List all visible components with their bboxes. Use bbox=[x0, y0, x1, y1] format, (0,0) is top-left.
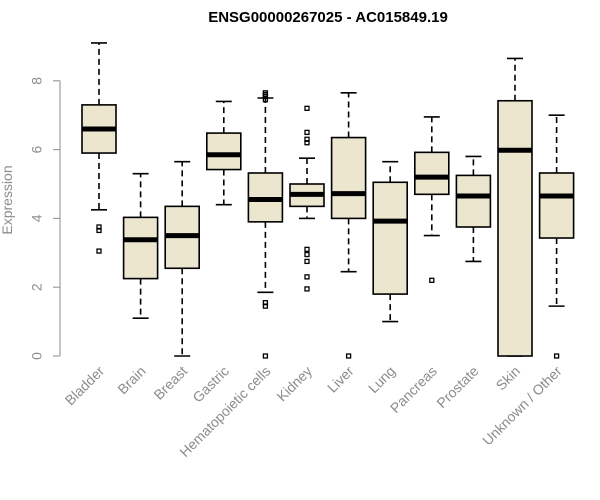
box-skin bbox=[497, 57, 533, 357]
iqr-box bbox=[122, 216, 159, 280]
outlier-point bbox=[345, 353, 352, 359]
outlier-point bbox=[262, 303, 269, 309]
y-axis: 0 2 4 6 8 bbox=[29, 77, 61, 360]
y-tick-label: 4 bbox=[29, 214, 45, 222]
x-tick-label: Liver bbox=[324, 363, 357, 396]
x-tick-label: Lung bbox=[365, 363, 398, 396]
outlier-point bbox=[96, 227, 102, 234]
box-prostate bbox=[455, 155, 492, 263]
iqr-box bbox=[497, 99, 533, 357]
outlier-point bbox=[304, 105, 310, 111]
x-tick-label: Prostate bbox=[433, 363, 481, 411]
y-tick-label: 2 bbox=[29, 283, 45, 291]
x-tick-label: Brain bbox=[114, 363, 148, 397]
iqr-box bbox=[413, 151, 450, 196]
box-liver bbox=[330, 92, 367, 359]
outlier-point bbox=[304, 286, 310, 292]
box-gastric bbox=[206, 100, 242, 206]
x-tick-label: Bladder bbox=[62, 363, 108, 409]
box-bladder bbox=[81, 42, 117, 254]
outlier-point bbox=[429, 277, 435, 283]
box-hematopoietic-cells bbox=[247, 90, 284, 359]
box-lung bbox=[372, 160, 409, 323]
box-unknown-other bbox=[538, 114, 575, 359]
box-pancreas bbox=[413, 116, 450, 283]
iqr-box bbox=[538, 172, 575, 239]
y-tick-label: 8 bbox=[29, 77, 45, 85]
y-tick-label: 0 bbox=[29, 352, 45, 360]
chart-title: ENSG00000267025 - AC015849.19 bbox=[208, 9, 448, 26]
box-brain bbox=[122, 172, 159, 319]
plot-area bbox=[81, 42, 575, 359]
x-tick-label: Unknown / Other bbox=[479, 363, 565, 449]
outlier-point bbox=[304, 129, 310, 136]
y-axis-label: Expression bbox=[0, 165, 15, 234]
outlier-point bbox=[262, 353, 269, 359]
outlier-point bbox=[304, 258, 310, 265]
iqr-box bbox=[372, 181, 409, 295]
box-breast bbox=[164, 160, 200, 357]
outlier-point bbox=[304, 140, 310, 146]
x-tick-label: Skin bbox=[493, 363, 524, 394]
iqr-box bbox=[455, 174, 492, 228]
outlier-point bbox=[304, 246, 310, 253]
y-tick-label: 6 bbox=[29, 145, 45, 153]
box-kidney bbox=[289, 105, 325, 292]
x-tick-label: Kidney bbox=[274, 363, 316, 405]
outlier-point bbox=[553, 353, 560, 359]
outlier-point bbox=[304, 251, 310, 258]
iqr-box bbox=[206, 132, 242, 171]
outlier-point bbox=[262, 97, 269, 103]
outlier-point bbox=[304, 274, 310, 280]
iqr-box bbox=[330, 136, 367, 220]
x-tick-label: Breast bbox=[150, 363, 190, 403]
outlier-point bbox=[96, 248, 102, 254]
